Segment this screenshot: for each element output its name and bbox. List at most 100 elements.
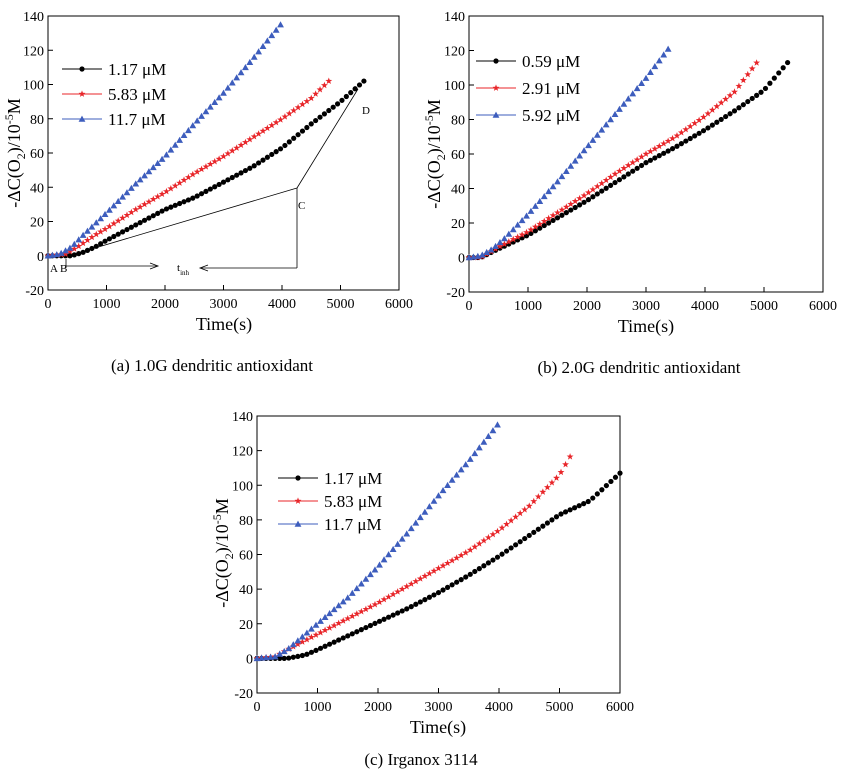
data-point [416,514,424,521]
data-point [567,162,575,169]
data-point [220,89,227,96]
data-point [198,165,205,173]
data-point [285,110,293,117]
data-point [263,124,271,132]
data-point [128,224,134,230]
y-tick-label: 100 [232,479,253,494]
data-point [407,524,415,532]
data-point [229,174,235,181]
data-point [238,170,244,176]
data-point [700,113,707,120]
data-point [572,505,578,511]
data-point [416,575,424,582]
data-point [62,250,69,257]
data-point [558,206,566,213]
data-point [294,637,302,644]
data-point [494,421,501,428]
data-point [177,200,183,207]
data-point [352,86,358,92]
data-point [290,106,298,114]
data-point [655,57,663,64]
data-point [206,160,214,168]
legend-marker [493,58,499,64]
data-point [97,228,105,235]
x-tick-label: 0 [45,297,52,312]
data-point [562,167,570,174]
data-point [566,453,574,460]
data-point [660,140,668,147]
data-point [457,466,465,473]
data-point [137,220,143,226]
panel-c-ylabel: -ΔC(O2)/10-5M [210,498,236,608]
data-point [114,217,122,224]
y-tick-label: 20 [30,216,44,231]
data-point [603,482,609,489]
data-point [562,460,569,468]
data-point [273,149,279,155]
data-point [389,545,397,553]
data-point [692,133,698,139]
data-point [545,188,553,195]
data-point [483,248,491,256]
data-point [289,641,297,648]
legend-marker [295,475,301,481]
x-tick-label: 6000 [809,299,837,314]
data-point [212,184,218,190]
data-point [633,156,641,163]
data-point [89,245,95,252]
data-point [123,211,131,219]
data-point [101,225,109,233]
data-point [661,150,667,156]
data-point [206,103,214,110]
legend-label: 0.59 μM [522,52,580,71]
data-point [154,159,162,166]
data-point [106,206,113,213]
data-point [590,194,596,200]
y-tick-label: 60 [451,148,465,163]
data-point [253,654,261,662]
data-point [304,124,310,131]
data-point [398,535,406,542]
data-point [767,80,773,86]
data-point [590,495,596,501]
panel-a-axis-ticks: 0 1000 2000 3000 4000 5000 6000-20020406080100… [23,10,413,312]
y-tick-label: -20 [25,284,44,299]
data-point [303,635,311,643]
data-point [110,220,118,227]
data-point [330,606,338,613]
panel-a-ylabel: -ΔC(O2)/10-5M [2,98,28,208]
data-point [585,189,592,196]
data-point [498,524,506,531]
data-point [505,230,513,237]
panel-b: 0 1000 2000 3000 4000 5000 6000-20020406080100… [422,10,837,377]
y-tick-label: 0 [458,252,465,267]
panel-a-legend: 1.17 μM 5.83 μM 11.7 μM [62,60,166,129]
data-point [225,177,231,183]
data-point [281,113,289,120]
data-point [317,645,324,651]
x-tick-label: 3000 [632,299,660,314]
data-point [526,532,532,539]
data-point [189,170,197,178]
data-point [348,589,356,596]
data-point [255,48,262,55]
data-point [585,197,592,203]
data-point [568,207,574,213]
series-1 [45,78,367,259]
data-point [548,479,556,486]
data-point [554,209,561,216]
data-point [686,122,694,130]
data-point [454,579,460,585]
data-point [114,197,122,205]
x-tick-label: 5000 [750,299,778,314]
data-point [546,220,552,226]
data-point [527,226,535,233]
data-point [523,212,530,219]
data-point [277,655,283,661]
y-tick-label: 40 [239,583,253,598]
data-point [98,241,104,247]
data-point [612,474,619,480]
data-point [84,236,91,244]
data-point [421,572,429,580]
data-point [154,193,162,200]
